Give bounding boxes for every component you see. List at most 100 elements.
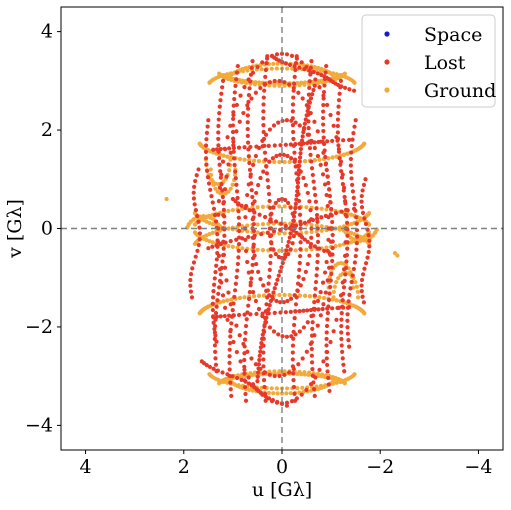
lost-point <box>296 176 301 181</box>
lost-point <box>291 378 296 383</box>
lost-point <box>197 225 202 230</box>
lost-point <box>220 159 226 164</box>
lost-point <box>290 116 295 121</box>
lost-point <box>279 51 285 56</box>
lost-point <box>188 289 194 294</box>
lost-point <box>310 217 316 223</box>
lost-point <box>330 258 335 264</box>
lost-point <box>220 78 226 83</box>
ground-point <box>229 297 234 302</box>
ground-point <box>257 82 262 87</box>
lost-point <box>309 346 314 352</box>
ground-point <box>319 80 325 85</box>
lost-point <box>309 159 314 164</box>
lost-point <box>261 95 266 100</box>
ground-point <box>354 284 360 289</box>
lost-point <box>234 129 239 134</box>
lost-point <box>331 123 336 128</box>
ground-point <box>237 295 243 301</box>
lost-point <box>217 111 222 116</box>
ground-point <box>236 383 241 388</box>
lost-point <box>299 60 304 65</box>
lost-point <box>188 283 193 288</box>
lost-point <box>216 136 221 142</box>
lost-point <box>362 266 367 271</box>
lost-point <box>229 321 234 326</box>
lost-point <box>321 109 326 114</box>
lost-point <box>293 398 298 403</box>
lost-point <box>326 375 331 381</box>
lost-point <box>321 122 326 127</box>
lost-point <box>231 301 236 306</box>
lost-point <box>263 74 268 79</box>
lost-point <box>312 186 317 191</box>
lost-point <box>335 117 341 122</box>
lost-point <box>203 149 209 154</box>
lost-point <box>338 162 343 167</box>
lost-point <box>291 371 296 376</box>
lost-point <box>310 366 315 372</box>
lost-point <box>212 343 217 348</box>
lost-point <box>216 123 221 129</box>
lost-point <box>325 317 330 322</box>
lost-point <box>234 70 240 75</box>
lost-point <box>258 349 263 354</box>
y-tick-label: −2 <box>25 316 53 338</box>
lost-point <box>249 188 254 193</box>
lost-point <box>312 140 317 145</box>
lost-point <box>312 119 317 124</box>
lost-point <box>257 212 262 217</box>
lost-point <box>303 117 308 122</box>
lost-point <box>315 129 320 134</box>
lost-point <box>233 281 238 286</box>
lost-point <box>294 197 299 202</box>
lost-point <box>330 239 335 244</box>
ground-point <box>277 292 282 298</box>
lost-point <box>335 138 340 143</box>
lost-point <box>214 147 220 152</box>
lost-point <box>248 312 253 317</box>
lost-point <box>247 167 253 172</box>
lost-point <box>247 290 252 295</box>
lost-point <box>345 318 350 323</box>
lost-point <box>352 202 357 207</box>
lost-point <box>291 95 296 100</box>
lost-point <box>315 71 320 76</box>
lost-point <box>307 199 312 204</box>
lost-point <box>211 282 217 287</box>
ground-point <box>271 391 276 396</box>
lost-point <box>236 312 242 318</box>
ground-point <box>248 371 253 376</box>
x-tick-label: 2 <box>178 456 190 478</box>
lost-point <box>340 181 346 187</box>
ground-point <box>226 244 231 249</box>
lost-point <box>335 123 340 129</box>
lost-point <box>216 291 221 296</box>
lost-point <box>308 307 313 313</box>
lost-point <box>304 113 309 118</box>
ground-point <box>252 370 257 375</box>
lost-point <box>344 259 349 264</box>
lost-point <box>292 315 297 321</box>
lost-point <box>264 61 269 66</box>
lost-point <box>216 143 221 148</box>
lost-point <box>292 210 297 215</box>
lost-point <box>231 116 236 121</box>
lost-point <box>341 362 346 367</box>
lost-point <box>223 305 228 310</box>
lost-point <box>350 182 355 187</box>
lost-point <box>242 364 247 369</box>
lost-point <box>191 190 196 195</box>
lost-point <box>231 339 236 345</box>
lost-point <box>306 125 311 131</box>
lost-point <box>359 205 365 210</box>
lost-point <box>284 400 290 405</box>
lost-point <box>307 253 312 258</box>
lost-point <box>231 110 236 115</box>
lost-point <box>245 140 251 145</box>
lost-point <box>330 219 335 225</box>
lost-point <box>254 144 259 149</box>
lost-point <box>278 300 283 305</box>
lost-point <box>240 236 245 241</box>
